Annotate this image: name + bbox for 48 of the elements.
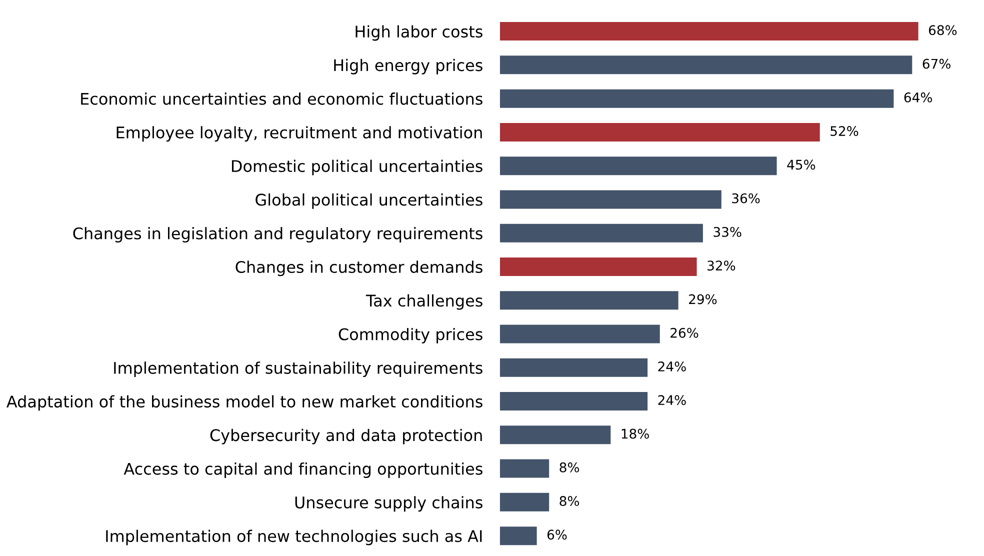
- bar: [500, 56, 912, 74]
- y-tick-label: Access to capital and financing opportunities: [124, 462, 482, 478]
- bar: [500, 190, 722, 209]
- y-tick-label: Global political uncertainties: [256, 193, 482, 209]
- bar: [500, 257, 697, 276]
- y-tick-label: Adaptation of the business model to new market conditions: [6, 395, 482, 411]
- y-tick-label: Unsecure supply chains: [295, 496, 482, 512]
- y-tick-label: Commodity prices: [338, 328, 482, 344]
- y-tick-label: Implementation of sustainability requirements: [114, 362, 482, 378]
- data-label: 36%: [732, 193, 760, 204]
- data-label: 45%: [787, 160, 816, 170]
- y-tick-label: High labor costs: [356, 25, 482, 41]
- y-tick-label: Implementation of new technologies such as AI: [106, 530, 482, 546]
- bar: [500, 291, 678, 310]
- data-label: 26%: [670, 328, 698, 338]
- data-label: 32%: [708, 260, 736, 271]
- data-label: 68%: [928, 25, 957, 36]
- bar: [500, 526, 537, 546]
- data-label: 29%: [689, 294, 717, 304]
- bar: [500, 358, 648, 377]
- y-tick-label: Changes in customer demands: [236, 260, 482, 276]
- data-label: 64%: [904, 92, 932, 102]
- y-tick-label: Economic uncertainties and economic fluctuations: [81, 92, 482, 105]
- data-label: 67%: [922, 58, 950, 69]
- bar: [500, 224, 703, 242]
- data-label: 8%: [560, 462, 580, 472]
- bar: [500, 459, 550, 478]
- data-label: 24%: [658, 361, 686, 372]
- data-label: 52%: [830, 126, 858, 136]
- bar: [500, 492, 550, 512]
- bar: [500, 89, 894, 108]
- y-tick-label: Employee loyalty, recruitment and motivation: [116, 126, 482, 142]
- bar: [500, 324, 660, 344]
- bar: [500, 122, 820, 142]
- y-tick-label: Changes in legislation and regulatory requirements: [73, 227, 482, 242]
- data-label: 6%: [547, 530, 567, 540]
- y-tick-label: Domestic political uncertainties: [232, 160, 482, 176]
- data-label: 8%: [560, 496, 580, 506]
- y-tick-label: Tax challenges: [366, 294, 482, 310]
- bar: [500, 156, 777, 176]
- data-label: 18%: [622, 428, 649, 439]
- bar: [500, 426, 611, 444]
- data-label: 33%: [714, 226, 742, 237]
- data-label: 24%: [658, 395, 686, 406]
- bar: [500, 22, 918, 41]
- bar: [500, 392, 648, 411]
- y-tick-label: Cybersecurity and data protection: [210, 428, 482, 444]
- y-tick-label: High energy prices: [334, 58, 482, 74]
